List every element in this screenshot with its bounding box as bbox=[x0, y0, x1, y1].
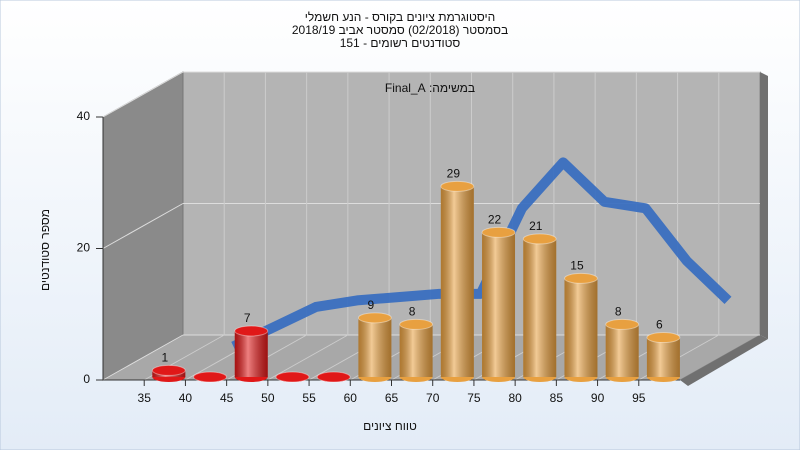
bar-top bbox=[440, 180, 475, 192]
bar-top bbox=[316, 371, 351, 383]
y-tick-label: 40 bbox=[77, 109, 91, 123]
bar-group: 15 bbox=[563, 259, 598, 382]
bar-shade bbox=[399, 324, 433, 377]
bar-top bbox=[357, 312, 392, 324]
bar-top bbox=[522, 233, 557, 245]
annotation: במשימה: Final_A bbox=[385, 81, 475, 95]
grid-line bbox=[267, 334, 349, 381]
x-tick-label: 65 bbox=[385, 391, 399, 405]
bar-group bbox=[193, 371, 228, 383]
data-label: 8 bbox=[615, 305, 622, 319]
data-label: 8 bbox=[409, 305, 416, 319]
x-tick-label: 95 bbox=[632, 391, 646, 405]
y-tick-label: 0 bbox=[83, 372, 90, 386]
wall-edge bbox=[760, 72, 768, 339]
bar-shade bbox=[440, 186, 474, 377]
bar-group: 1 bbox=[151, 351, 186, 382]
x-tick-label: 45 bbox=[220, 391, 234, 405]
bar-group: 29 bbox=[440, 166, 475, 382]
grid-line bbox=[102, 203, 184, 249]
bar-shade bbox=[646, 337, 680, 377]
bar-group: 22 bbox=[481, 213, 516, 382]
bar-top bbox=[234, 325, 269, 337]
bar-group: 8 bbox=[605, 305, 640, 382]
x-tick-label: 80 bbox=[508, 391, 522, 405]
bar-top bbox=[193, 371, 228, 383]
bar-group bbox=[275, 371, 310, 383]
data-label: 6 bbox=[656, 318, 663, 332]
bar-shade bbox=[564, 278, 598, 377]
x-tick-label: 40 bbox=[179, 391, 193, 405]
bar-top bbox=[399, 318, 434, 330]
x-tick-label: 35 bbox=[138, 391, 152, 405]
data-label: 15 bbox=[570, 259, 584, 273]
x-tick-label: 50 bbox=[261, 391, 275, 405]
x-tick-label: 90 bbox=[591, 391, 605, 405]
x-tick-label: 70 bbox=[426, 391, 440, 405]
bar-top bbox=[646, 332, 681, 344]
y-tick-label: 20 bbox=[77, 241, 91, 255]
y-axis-label: מספר סטודנטים bbox=[38, 209, 52, 291]
x-tick-label: 85 bbox=[550, 391, 564, 405]
data-label: 29 bbox=[447, 166, 461, 180]
bar-shade bbox=[605, 324, 639, 377]
data-label: 21 bbox=[529, 219, 543, 233]
data-label: 1 bbox=[161, 351, 168, 365]
bar-top bbox=[481, 226, 516, 238]
bar-shade bbox=[482, 232, 516, 377]
bar-group: 7 bbox=[234, 311, 269, 382]
chart-title: סטודנטים רשומים - 151 bbox=[340, 36, 461, 50]
x-tick-label: 75 bbox=[467, 391, 481, 405]
bar-group: 6 bbox=[646, 318, 681, 382]
bar-shade bbox=[358, 317, 392, 377]
bar-shade bbox=[523, 238, 557, 377]
distribution-curve bbox=[231, 157, 732, 351]
x-axis-label: טווח ציונים bbox=[363, 419, 417, 433]
bar-group: 21 bbox=[522, 219, 557, 382]
chart-title: היסטוגרמת ציונים בקורס - הנע חשמלי bbox=[305, 10, 495, 24]
x-tick-label: 60 bbox=[344, 391, 358, 405]
grid-line bbox=[102, 334, 184, 381]
data-label: 9 bbox=[368, 298, 375, 312]
bar-group: 8 bbox=[399, 305, 434, 382]
bar-top bbox=[605, 318, 640, 330]
floor-edge bbox=[680, 335, 768, 386]
bar-top bbox=[151, 364, 186, 376]
grid-line bbox=[102, 71, 184, 118]
bar-top bbox=[275, 371, 310, 383]
bar-group bbox=[316, 371, 351, 383]
data-label: 22 bbox=[488, 213, 502, 227]
x-tick-label: 55 bbox=[302, 391, 316, 405]
chart-title: בסמסטר (02/2018) סמסטר אביב 2018/19 bbox=[292, 23, 508, 37]
bar-top bbox=[563, 272, 598, 284]
bar-group: 9 bbox=[357, 298, 392, 382]
bar-shade bbox=[234, 330, 268, 377]
data-label: 7 bbox=[244, 311, 251, 325]
